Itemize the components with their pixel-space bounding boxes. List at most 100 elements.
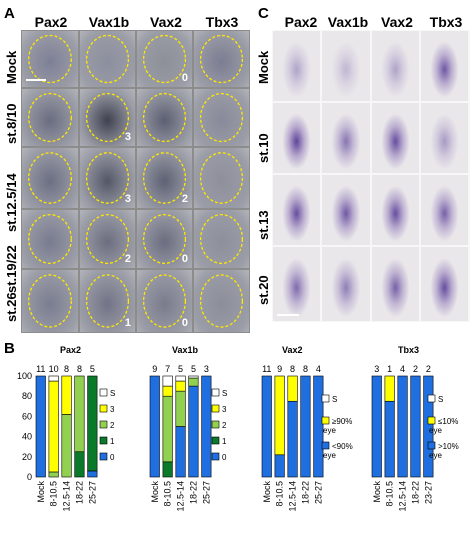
y-tick-label: 0: [27, 472, 32, 482]
panel-a-image-cell: [194, 270, 249, 332]
panel-a-image-cell: [22, 210, 78, 268]
panel-a-row-st26: st.26: [4, 292, 19, 322]
panel-a-image-cell: 2: [80, 210, 135, 268]
panel-c-image-cell: [273, 103, 320, 173]
bar-segment: [35, 375, 46, 478]
x-tick-label: 8-10.5: [49, 481, 59, 507]
chart-title: Vax1b: [172, 345, 199, 355]
n-label: 7: [165, 364, 170, 374]
eye-outline: [28, 152, 72, 204]
y-tick-label: 100: [17, 371, 32, 381]
eye-outline: [199, 92, 244, 143]
legend-label: S: [332, 395, 337, 404]
panel-c-image-cell: [372, 247, 419, 321]
n-label: 11: [36, 364, 45, 374]
n-label: 2: [413, 364, 418, 374]
panel-c-row-st13: st.13: [256, 210, 271, 240]
bar-segment: [149, 375, 160, 478]
panel-c-image-cell: [273, 31, 320, 101]
legend-label: S: [438, 395, 443, 404]
bar-segment: [274, 375, 285, 456]
legend-label: ≥90%: [332, 417, 352, 426]
panel-c-col-vax2: Vax2: [381, 14, 413, 30]
eye-outline: [28, 213, 72, 265]
x-tick-label: Mock: [372, 481, 382, 503]
legend-label: 0: [222, 453, 227, 462]
eye-outline: [85, 152, 130, 204]
panel-a-image-cell: [80, 31, 135, 87]
bar-segment: [162, 395, 173, 463]
legend-swatch: [211, 404, 220, 413]
y-tick-label: 60: [22, 411, 32, 421]
y-tick-label: 80: [22, 391, 32, 401]
legend-label: S: [110, 389, 115, 398]
legend-swatch: [427, 441, 436, 450]
x-tick-label: 25-27: [87, 481, 97, 504]
panel-a-row-st19: st.19/22: [4, 245, 19, 293]
x-tick-label: 12.5-14: [288, 481, 298, 512]
panel-c-image-cell: [322, 103, 370, 173]
bar-segment: [397, 375, 408, 478]
bar-segment: [162, 385, 173, 397]
panel-c-col-pax2: Pax2: [284, 14, 318, 30]
n-label: 9: [152, 364, 157, 374]
legend-label: eye: [429, 426, 442, 435]
bar-segment: [48, 380, 59, 473]
eye-outline: [199, 34, 244, 84]
panel-a-image-cell: 0: [137, 31, 192, 87]
panel-c-image-grid: [272, 30, 470, 322]
legend-label: >10%: [438, 442, 459, 451]
legend-swatch: [321, 441, 330, 450]
legend-swatch: [99, 404, 108, 413]
bar-segment: [188, 385, 199, 478]
bar-segment: [48, 471, 59, 478]
panel-a-image-cell: [22, 148, 78, 208]
x-tick-label: 18-22: [188, 481, 198, 504]
bar-segment: [201, 375, 212, 478]
panel-a-letter: A: [4, 5, 15, 22]
panel-a-col-vax2: Vax2: [150, 14, 182, 30]
legend-swatch: [99, 436, 108, 445]
panel-a-score: 0: [181, 72, 188, 84]
panel-a-col-pax2: Pax2: [34, 14, 68, 30]
legend-label: eye: [323, 451, 336, 460]
n-label: 1: [387, 364, 392, 374]
panel-c-row-mock: Mock: [256, 50, 271, 84]
eye-outline: [199, 213, 244, 265]
bar-segment: [371, 375, 382, 478]
panel-a-image-cell: [194, 31, 249, 87]
x-tick-label: 8-10.5: [163, 481, 173, 507]
x-tick-label: 12.5-14: [398, 481, 408, 512]
bar-segment: [410, 375, 421, 478]
chart-title: Tbx3: [398, 345, 419, 355]
eye-outline: [28, 274, 72, 328]
legend-swatch: [211, 388, 220, 397]
eye-outline: [28, 92, 72, 143]
y-tick-label: 40: [22, 432, 32, 442]
bar-segment: [287, 375, 298, 402]
bar-segment: [175, 390, 186, 427]
panel-a-image-cell: [194, 148, 249, 208]
legend-swatch: [427, 394, 436, 403]
bar-segment: [313, 375, 324, 478]
panel-b-charts: Pax202040608010011Mock108-10.5812.5-1481…: [17, 345, 459, 512]
panel-a-image-cell: [22, 270, 78, 332]
n-label: 8: [303, 364, 308, 374]
panel-a-image-cell: [194, 89, 249, 146]
panel-a-image-cell: 0: [137, 210, 192, 268]
panel-a-image-cell: [22, 31, 78, 87]
eye-outline: [85, 92, 130, 143]
legend-swatch: [211, 436, 220, 445]
bar-segment: [175, 375, 186, 382]
legend-label: 2: [222, 421, 227, 430]
x-tick-label: 25-27: [201, 481, 211, 504]
bar-segment: [300, 375, 311, 478]
panel-a-image-cell: 2: [137, 148, 192, 208]
bar-segment: [87, 375, 98, 472]
legend-label: ≤10%: [438, 417, 458, 426]
x-tick-label: 8-10.5: [275, 481, 285, 507]
bar-segment: [287, 400, 298, 478]
legend-label: S: [222, 389, 227, 398]
legend-label: 3: [110, 405, 115, 414]
panel-a-image-cell: [194, 210, 249, 268]
